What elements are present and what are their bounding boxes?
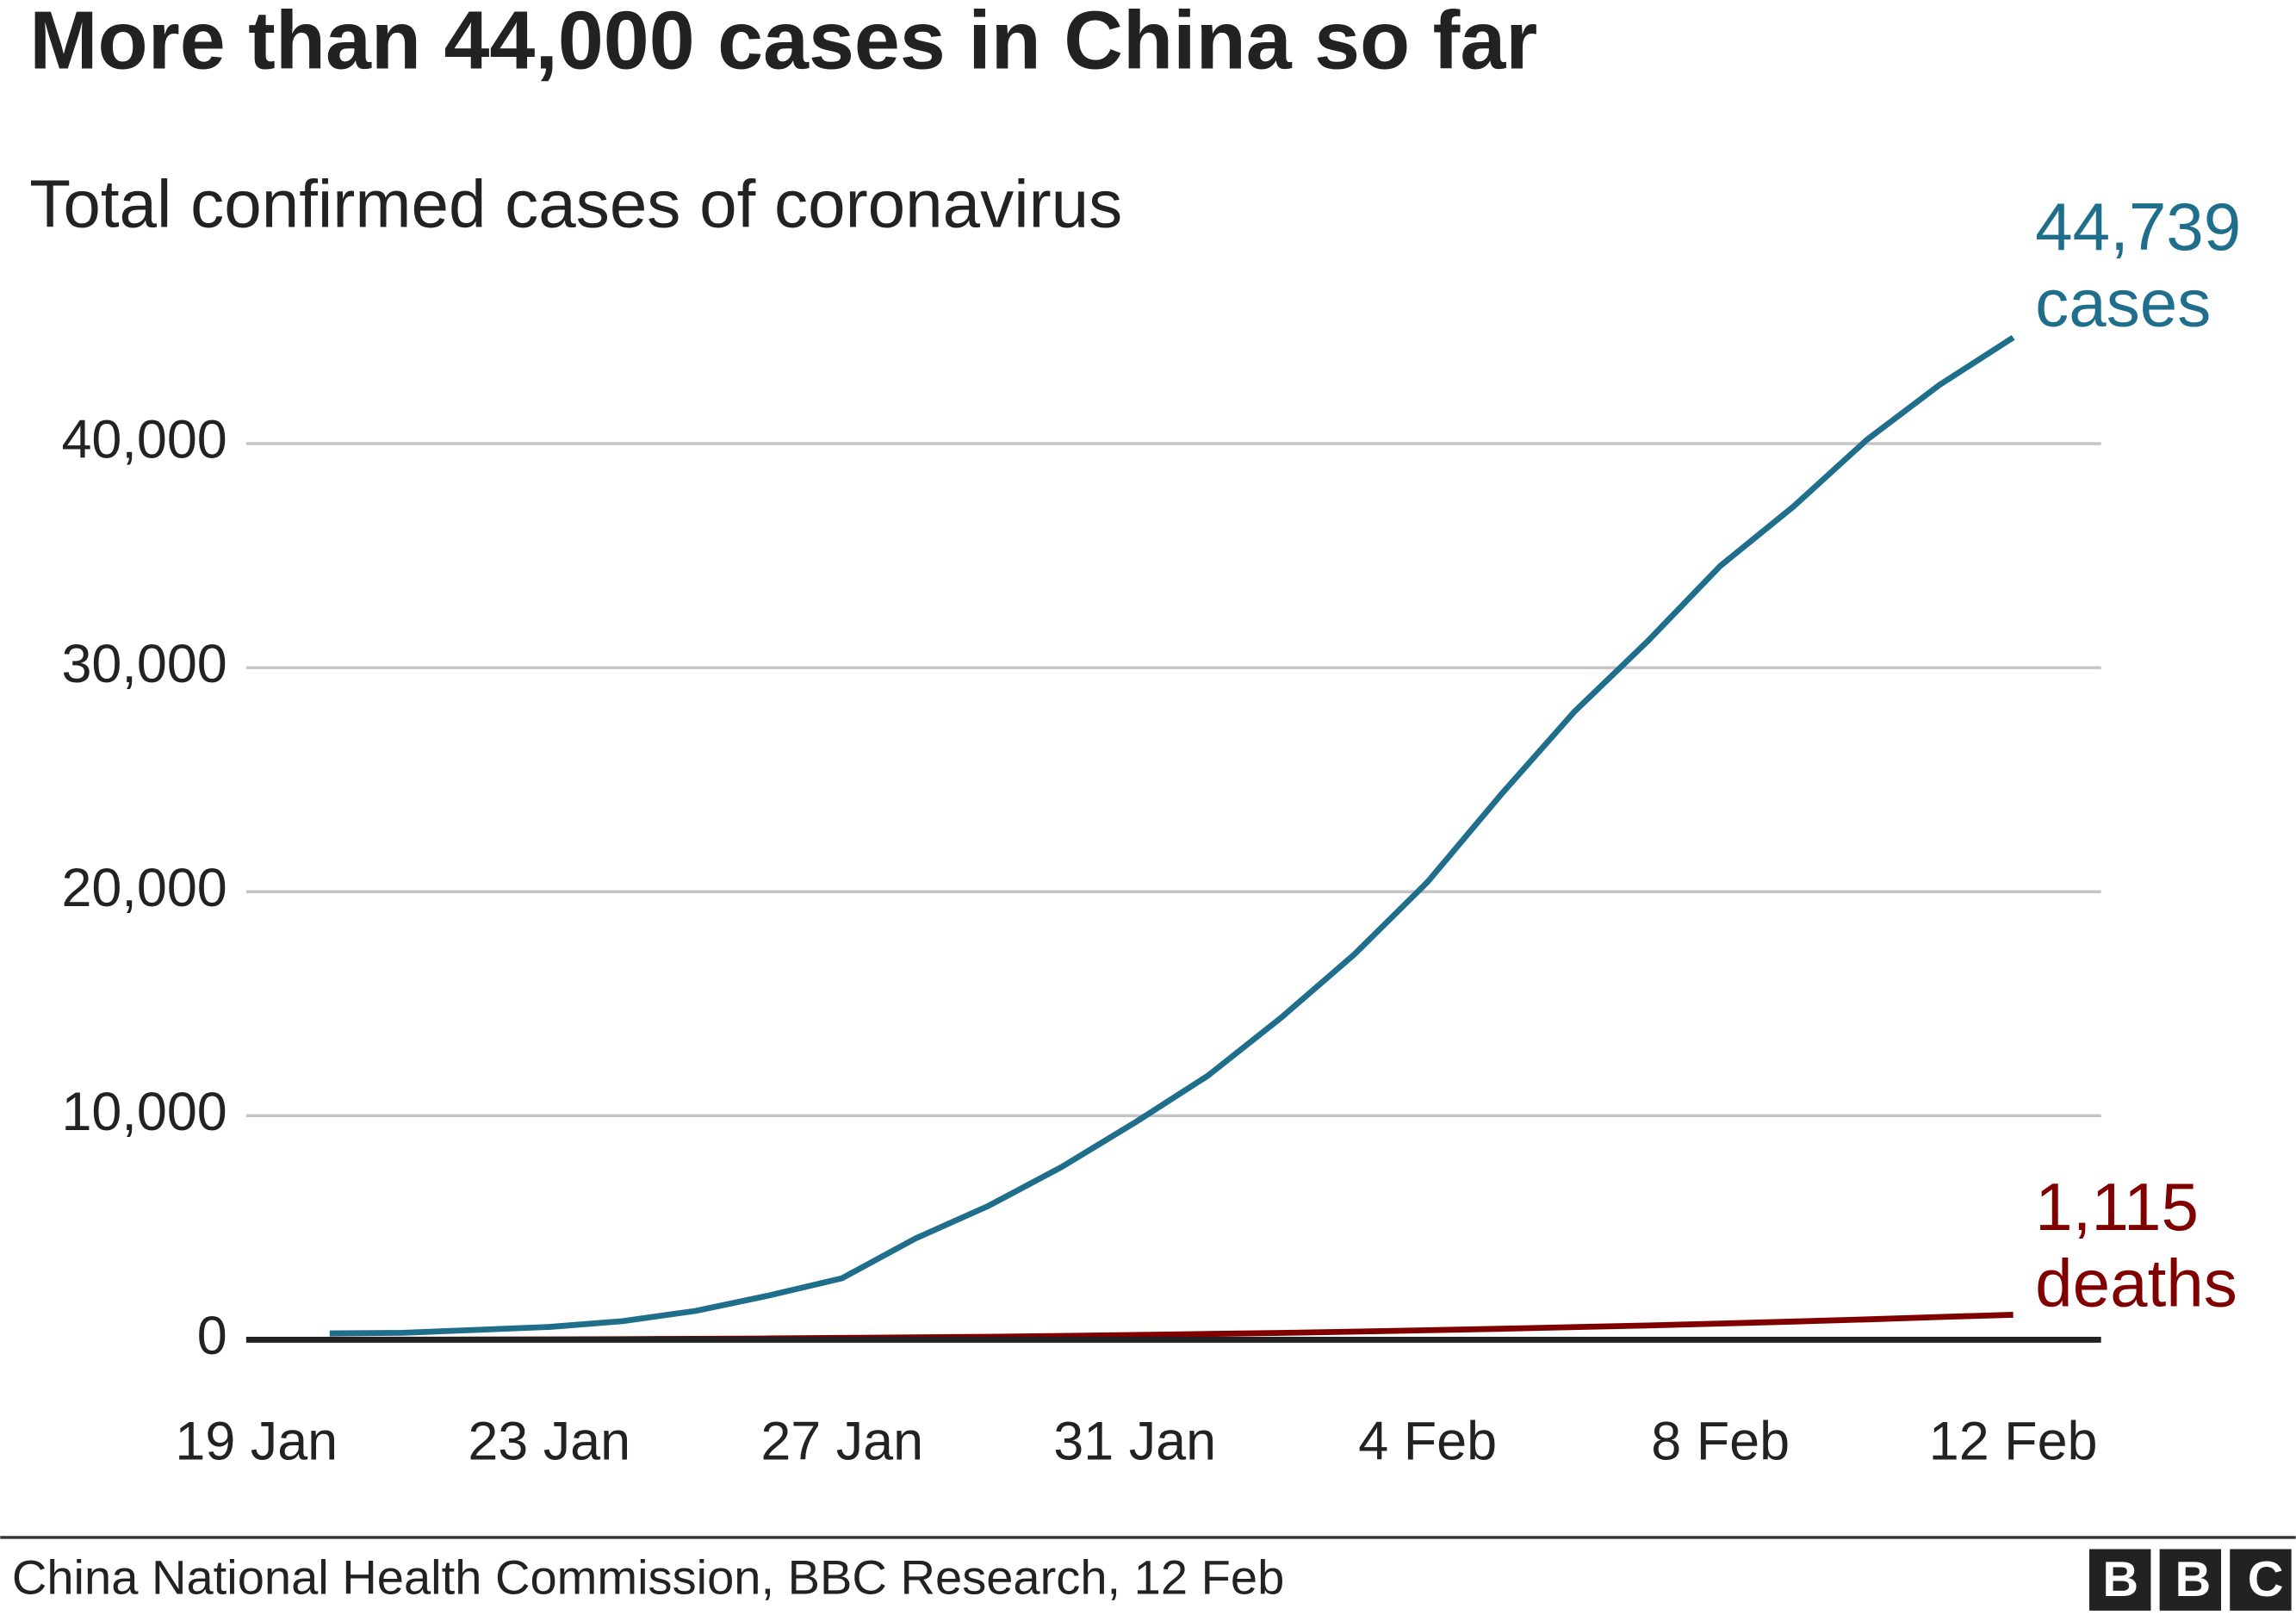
chart-title: More than 44,000 cases in China so far xyxy=(29,0,1537,87)
source: China National Health Commission, BBC Re… xyxy=(12,1550,1284,1605)
series-line xyxy=(329,334,2015,1337)
y-tick-label: 40,000 xyxy=(61,410,226,470)
chart-subtitle: Total confirmed cases of coronavirus xyxy=(29,166,1122,242)
value-label: 44,739 xyxy=(2035,189,2241,264)
x-tick-label: 31 Jan xyxy=(1053,1411,1216,1471)
logo-box xyxy=(2089,1549,2151,1611)
x-tick-label: 12 Feb xyxy=(1929,1411,2098,1471)
x-tick-label: 4 Feb xyxy=(1358,1411,1497,1471)
x-tick-label: 27 Jan xyxy=(760,1411,923,1471)
series-label: cases xyxy=(2035,264,2211,340)
series-label: deaths xyxy=(2035,1245,2237,1320)
x-tick-label: 23 Jan xyxy=(468,1411,630,1471)
logo-box xyxy=(2230,1549,2292,1611)
y-tick-label: 30,000 xyxy=(61,634,226,694)
y-tick-label: 20,000 xyxy=(61,858,226,918)
x-tick-label: 19 Jan xyxy=(175,1411,338,1471)
logo-box xyxy=(2159,1549,2222,1611)
y-tick-label: 10,000 xyxy=(61,1082,226,1142)
y-tick-label: 0 xyxy=(197,1306,227,1366)
value-label: 1,115 xyxy=(2035,1169,2199,1245)
x-tick-label: 8 Feb xyxy=(1651,1411,1790,1471)
logo: BBC xyxy=(2102,1552,2296,1607)
